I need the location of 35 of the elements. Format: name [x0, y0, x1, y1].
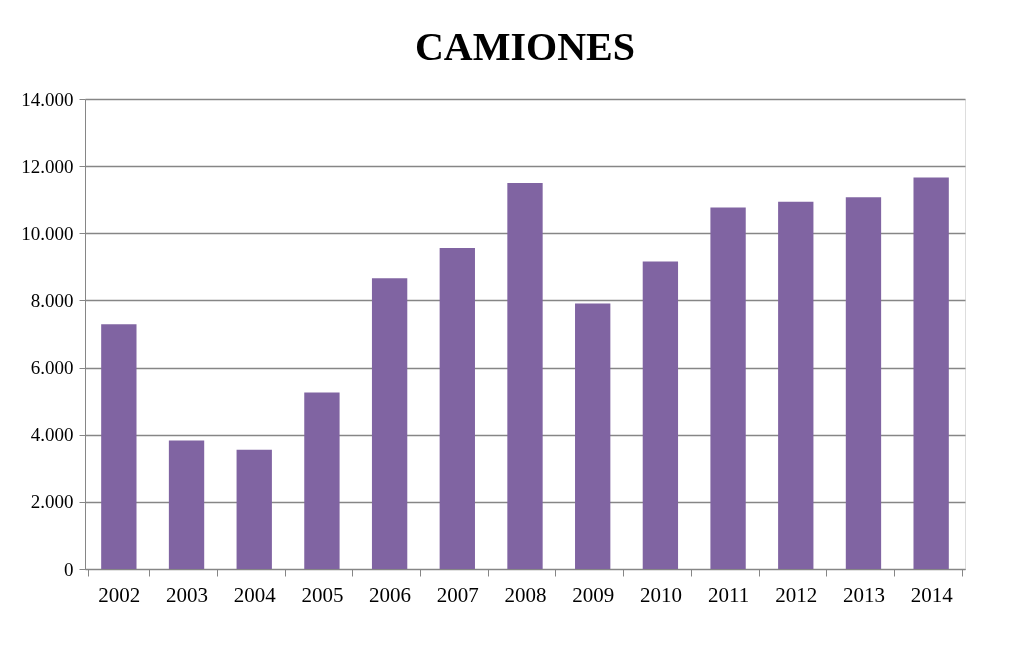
y-tick-label: 10.000	[21, 222, 74, 244]
y-tick-label: 4.000	[30, 424, 74, 446]
y-tick-label: 0	[64, 558, 74, 580]
bar	[710, 207, 746, 569]
bar	[439, 248, 475, 569]
x-tick-label: 2006	[369, 582, 412, 607]
x-tick-label: 2009	[572, 582, 615, 607]
y-tick-label: 14.000	[21, 88, 74, 110]
y-tick-label: 6.000	[30, 357, 74, 379]
bar	[913, 177, 949, 569]
x-tick-label: 2002	[98, 582, 141, 607]
chart-title: CAMIONES	[414, 24, 636, 69]
bar	[168, 440, 205, 569]
y-tick-label: 12.000	[21, 155, 74, 177]
x-tick-label: 2005	[301, 582, 344, 607]
bar	[101, 324, 137, 569]
y-tick-label: 2.000	[30, 491, 74, 513]
bar	[236, 449, 272, 569]
bar	[778, 201, 814, 569]
x-tick-label: 2003	[166, 582, 209, 607]
x-tick-label: 2004	[233, 582, 277, 607]
bar	[845, 197, 882, 569]
bar	[575, 303, 611, 569]
x-tick-label: 2013	[842, 582, 885, 607]
x-tick-label: 2014	[910, 582, 954, 607]
bar	[371, 278, 408, 569]
y-tick-label: 8.000	[30, 289, 74, 311]
x-tick-label: 2008	[504, 582, 547, 607]
bar	[642, 261, 679, 569]
bar	[304, 392, 340, 569]
x-tick-label: 2007	[436, 582, 479, 607]
x-tick-label: 2010	[639, 582, 682, 607]
bar	[507, 182, 543, 569]
x-tick-label: 2011	[707, 582, 750, 607]
x-tick-label: 2012	[775, 582, 818, 607]
